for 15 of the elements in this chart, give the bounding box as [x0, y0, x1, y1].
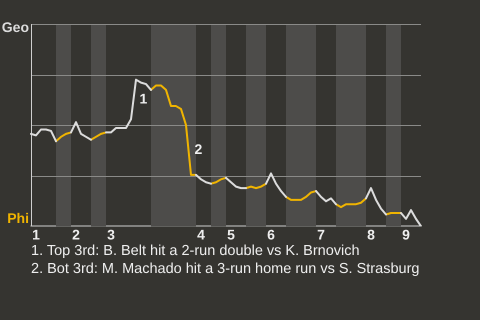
- text: Geo: [2, 18, 29, 35]
- annotation: 1: [140, 90, 148, 106]
- x-tick-label: 8: [367, 226, 376, 242]
- text: 1. Top 3rd: B. Belt hit a 2-run double vs K. Brnovich: [31, 242, 361, 260]
- x-tick-label: 3: [107, 226, 116, 242]
- x-tick-label: 5: [227, 226, 236, 242]
- text: 2. Bot 3rd: M. Machado hit a 3-run home run vs S. Strasburg: [31, 260, 420, 278]
- x-tick-label: 7: [317, 226, 326, 242]
- x-tick-label: 2: [72, 226, 80, 242]
- x-tick-label: 1: [32, 226, 40, 242]
- x-tick-label: 9: [402, 226, 410, 242]
- x-tick-label: 6: [267, 226, 276, 242]
- text: Phi: [7, 210, 29, 226]
- annotation: 2: [194, 140, 202, 157]
- x-tick-label: 4: [197, 226, 206, 242]
